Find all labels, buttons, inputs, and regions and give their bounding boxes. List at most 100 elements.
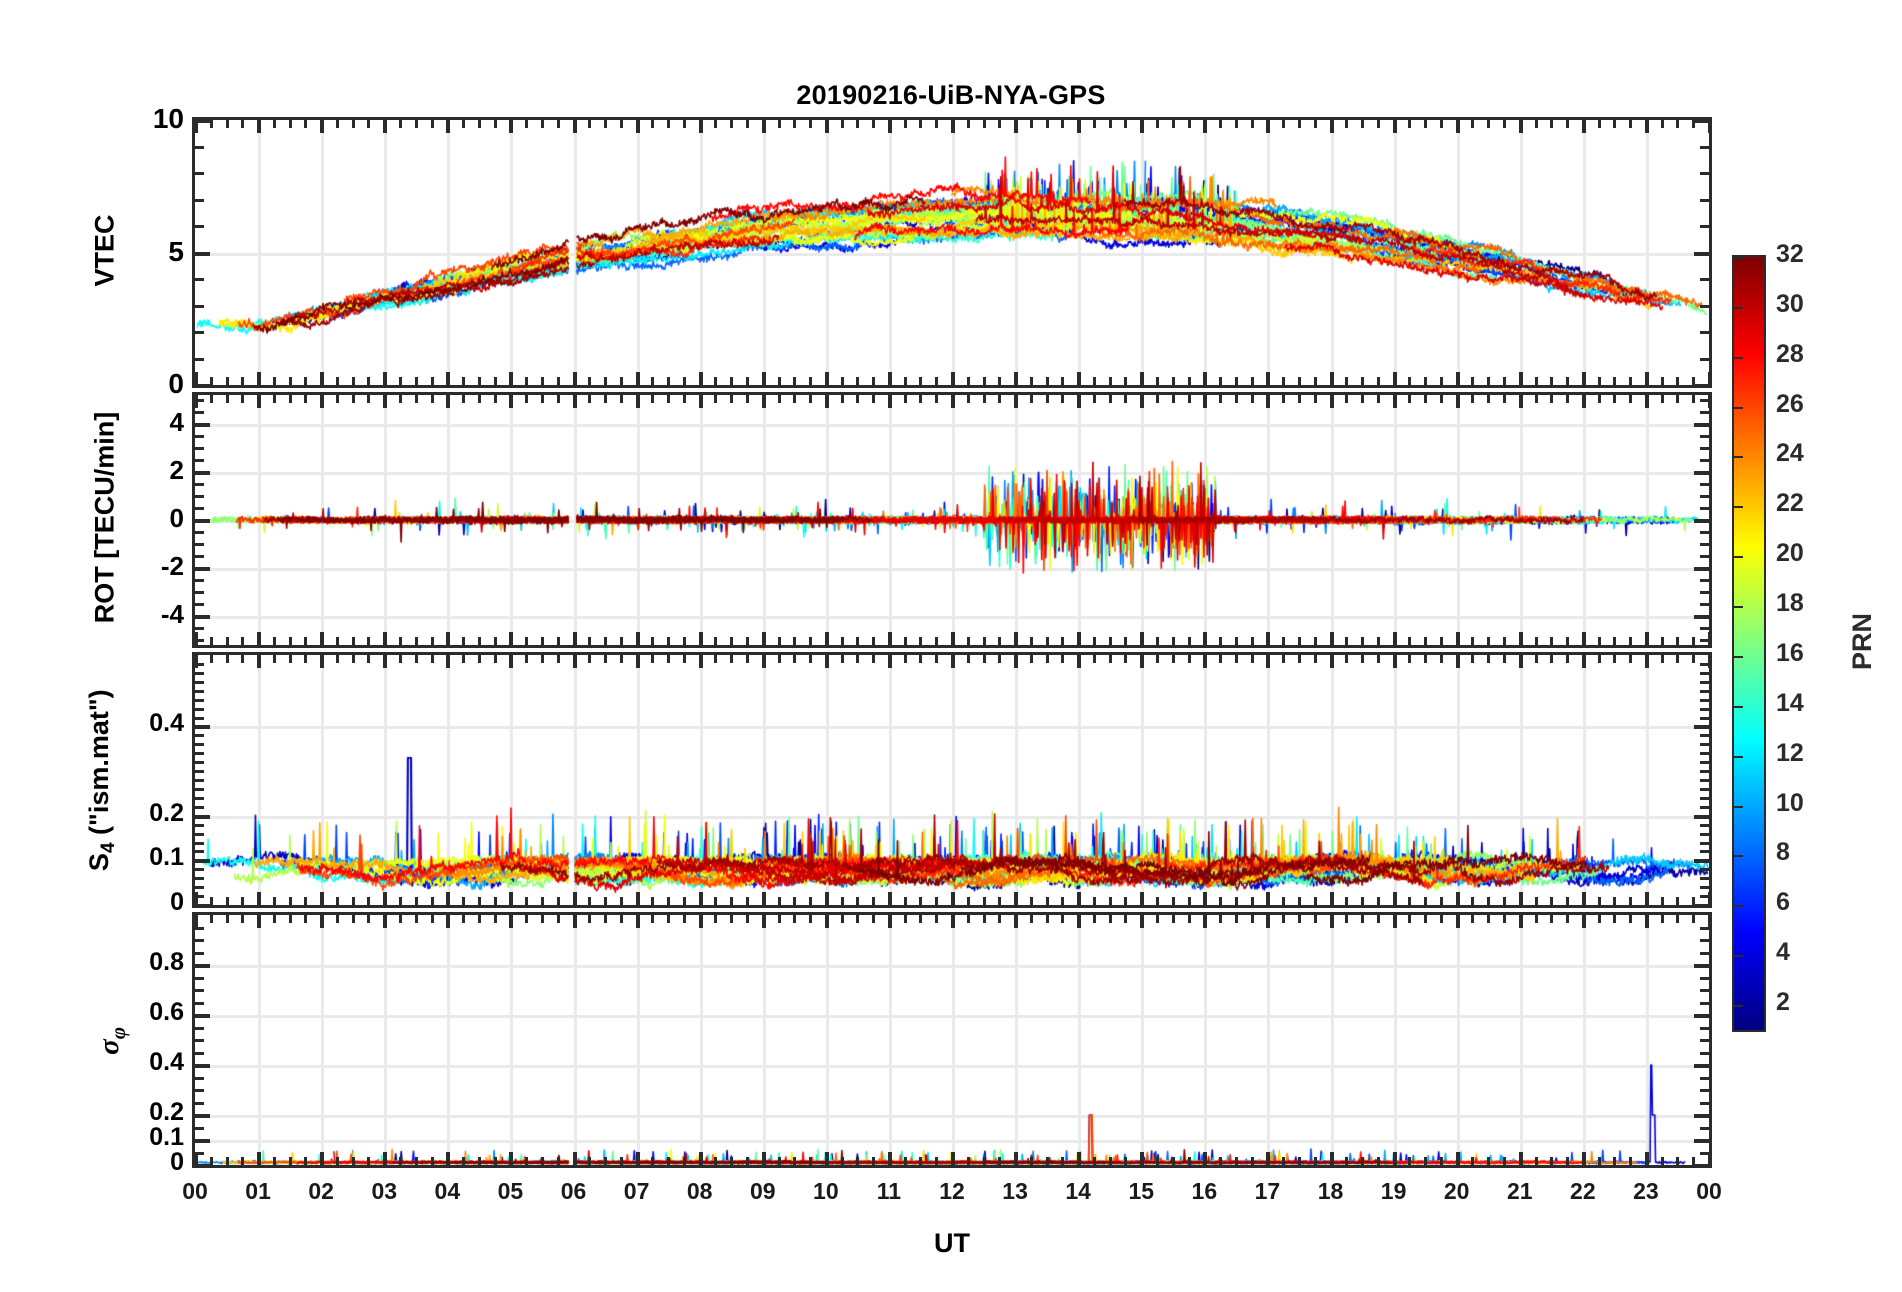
x-tick-minor	[367, 1157, 371, 1165]
x-tick-major	[1581, 915, 1586, 928]
x-tick-minor	[714, 637, 718, 645]
x-tick-minor	[1029, 1157, 1033, 1165]
x-tick-minor	[1345, 1157, 1349, 1165]
colorbar-tick	[1734, 655, 1743, 658]
y-tick-major	[1694, 1139, 1709, 1143]
x-tick-minor	[1487, 655, 1491, 663]
x-tick-minor	[477, 377, 481, 385]
x-tick-minor	[430, 897, 434, 905]
x-tick-minor	[935, 1157, 939, 1165]
y-tick-major	[1694, 519, 1709, 523]
y-tick-minor	[195, 603, 204, 607]
x-tick-major	[572, 120, 577, 133]
x-tick-minor	[209, 120, 213, 128]
x-tick-minor	[903, 1157, 907, 1165]
x-tick-minor	[477, 1157, 481, 1165]
x-tick-major	[257, 372, 262, 385]
x-tick-minor	[462, 637, 466, 645]
y-tick-label: 0	[169, 503, 184, 533]
x-tick-minor	[1045, 637, 1049, 645]
y-tick-major	[1694, 814, 1709, 819]
x-tick-minor	[667, 637, 671, 645]
x-tick-minor	[1408, 1157, 1412, 1165]
x-tick-minor	[399, 1157, 403, 1165]
x-tick-minor	[682, 377, 686, 385]
x-tick-major	[320, 632, 325, 645]
y-tick-minor	[1700, 225, 1709, 228]
x-tick-major	[824, 655, 829, 668]
x-tick-minor	[745, 897, 749, 905]
y-tick-minor	[195, 1101, 204, 1105]
x-tick-major	[1581, 632, 1586, 645]
x-tick-minor	[399, 395, 403, 403]
x-tick-minor	[745, 1157, 749, 1165]
x-tick-minor	[1566, 655, 1570, 663]
x-tick-major	[951, 892, 955, 905]
x-tick-minor	[1550, 655, 1554, 663]
y-tick-minor	[1700, 868, 1709, 872]
x-tick-minor	[1171, 897, 1175, 905]
y-tick-minor	[195, 743, 204, 747]
y-tick-major	[195, 615, 210, 620]
colorbar-tick	[1734, 406, 1743, 409]
x-tick-minor	[745, 395, 749, 403]
y-tick-minor	[1700, 458, 1709, 462]
colorbar-tick	[1734, 855, 1743, 858]
x-tick-major	[1014, 120, 1019, 133]
x-tick-minor	[982, 655, 986, 663]
x-tick-minor	[1345, 655, 1349, 663]
y-tick-label: 0	[170, 888, 184, 916]
x-tick-major	[887, 655, 892, 668]
x-tick-minor	[667, 655, 671, 663]
x-tick-minor	[1676, 120, 1680, 128]
x-tick-minor	[1124, 637, 1128, 645]
y-tick-minor	[195, 1089, 204, 1092]
x-tick-minor	[682, 655, 686, 663]
x-tick-minor	[714, 655, 718, 663]
x-tick-minor	[399, 897, 403, 905]
x-tick-minor	[540, 395, 544, 403]
x-tick-major	[509, 120, 514, 133]
x-tick-major	[698, 120, 703, 133]
x-tick-major	[1203, 632, 1208, 645]
x-tick-minor	[809, 120, 813, 128]
x-tick-minor	[1439, 655, 1443, 663]
y-tick-minor	[1700, 1051, 1709, 1055]
y-tick-label: 2	[169, 454, 184, 485]
x-tick-minor	[793, 120, 797, 128]
x-tick-minor	[1424, 120, 1428, 128]
y-tick-minor	[195, 787, 204, 791]
y-tick-minor	[1700, 555, 1709, 559]
x-tick-major	[951, 655, 955, 668]
x-tick-major	[1266, 395, 1271, 408]
x-tick-minor	[1613, 395, 1617, 403]
y-tick-minor	[1700, 779, 1709, 782]
x-tick-major	[1644, 372, 1649, 385]
x-tick-minor	[1124, 395, 1128, 403]
x-tick-minor	[1361, 637, 1365, 645]
x-tick-major	[824, 372, 829, 385]
panel-rot	[192, 392, 1712, 648]
x-tick-minor	[982, 377, 986, 385]
y-tick-minor	[1700, 1126, 1709, 1130]
y-tick-minor	[195, 823, 204, 827]
x-tick-major	[446, 915, 451, 928]
x-tick-minor	[209, 1157, 213, 1165]
x-tick-minor	[840, 1157, 844, 1165]
x-tick-minor	[367, 120, 371, 128]
x-tick-minor	[1408, 637, 1412, 645]
x-tick-minor	[225, 377, 229, 385]
x-tick-major	[887, 1152, 892, 1165]
x-tick-major	[887, 892, 892, 905]
y-tick-minor	[195, 761, 204, 765]
x-tick-label: 07	[623, 1178, 650, 1204]
x-tick-major	[383, 1152, 388, 1165]
x-tick-major	[1644, 915, 1649, 928]
y-tick-minor	[1700, 951, 1709, 955]
y-tick-minor	[1700, 603, 1709, 607]
x-tick-minor	[1297, 655, 1301, 663]
x-tick-minor	[1187, 1157, 1191, 1165]
x-tick-minor	[477, 897, 481, 905]
colorbar-tick-label: 32	[1776, 240, 1804, 268]
x-tick-major	[1140, 915, 1145, 928]
